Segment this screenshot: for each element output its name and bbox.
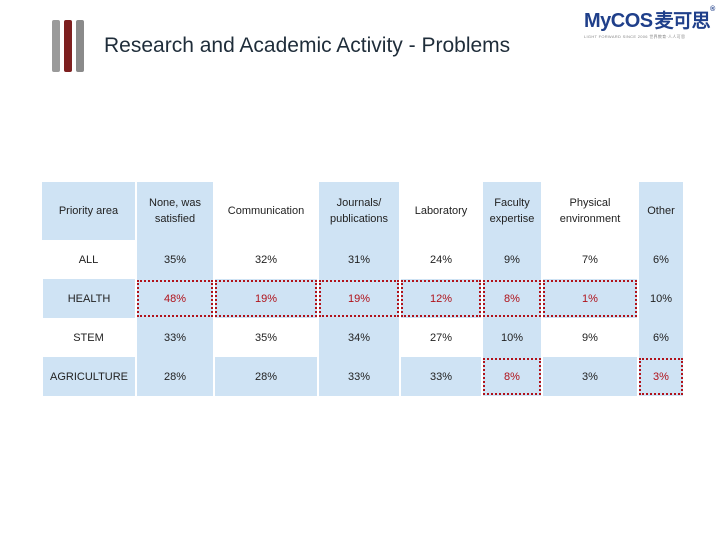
- table-row: ALL 35% 32% 31% 24% 9% 7% 6%: [42, 240, 685, 279]
- table-cell: 6%: [637, 318, 685, 357]
- table-header-row: Priority area None, was satisfied Commun…: [42, 182, 685, 240]
- decorative-bars-icon: [52, 20, 88, 72]
- table-cell: 35%: [135, 240, 215, 279]
- table-cell: 9%: [481, 240, 543, 279]
- table-cell-highlighted: 19%: [213, 279, 319, 318]
- table-row: STEM 33% 35% 34% 27% 10% 9% 6%: [42, 318, 685, 357]
- problems-table: Priority area None, was satisfied Commun…: [41, 182, 685, 396]
- table-cell: 7%: [542, 240, 638, 279]
- table-cell: 3%: [541, 357, 639, 396]
- logo-subtitle: LIGHT FORWARD SINCE 2006 世界教育·人人可思: [584, 34, 686, 39]
- column-header: Faculty expertise: [481, 182, 543, 240]
- table-cell: 28%: [135, 357, 215, 396]
- logo-text: MyCOS: [584, 10, 653, 32]
- column-header: Priority area: [42, 182, 136, 240]
- table-cell: 28%: [213, 357, 319, 396]
- table-cell-highlighted: 8%: [481, 357, 543, 396]
- table-cell-highlighted: 8%: [481, 279, 543, 318]
- table-cell-highlighted: 12%: [399, 279, 483, 318]
- table-cell: 6%: [637, 240, 685, 279]
- logo-registered-mark: ®: [710, 6, 715, 13]
- row-label: STEM: [42, 318, 136, 357]
- table-cell: 32%: [214, 240, 318, 279]
- table-row: AGRICULTURE 28% 28% 33% 33% 8% 3% 3%: [41, 357, 685, 396]
- column-header: Communication: [214, 182, 318, 240]
- table-cell-highlighted: 48%: [135, 279, 215, 318]
- column-header: Journals/ publications: [317, 182, 401, 240]
- column-header: Laboratory: [400, 182, 482, 240]
- column-header: Physical environment: [542, 182, 638, 240]
- table-cell: 10%: [637, 279, 685, 318]
- table-cell-highlighted: 1%: [541, 279, 639, 318]
- table-cell: 9%: [542, 318, 638, 357]
- table-cell: 33%: [399, 357, 483, 396]
- logo-chinese: 麦可思: [654, 11, 711, 32]
- table-cell: 34%: [317, 318, 401, 357]
- row-label: AGRICULTURE: [41, 357, 137, 396]
- table-cell: 33%: [317, 357, 401, 396]
- table-cell-highlighted: 19%: [317, 279, 401, 318]
- row-label: ALL: [42, 240, 136, 279]
- table-cell-highlighted: 3%: [637, 357, 685, 396]
- table-cell: 31%: [317, 240, 401, 279]
- table-cell: 24%: [400, 240, 482, 279]
- column-header: None, was satisfied: [135, 182, 215, 240]
- page-title: Research and Academic Activity - Problem…: [104, 34, 511, 57]
- mycos-logo: MyCOS 麦可思® LIGHT FORWARD SINCE 2006 世界教育·…: [584, 6, 715, 40]
- row-label: HEALTH: [41, 279, 137, 318]
- table-cell: 27%: [400, 318, 482, 357]
- column-header: Other: [637, 182, 685, 240]
- table-cell: 35%: [214, 318, 318, 357]
- table-row: HEALTH 48% 19% 19% 12% 8% 1% 10%: [41, 279, 685, 318]
- table-cell: 10%: [481, 318, 543, 357]
- table-cell: 33%: [135, 318, 215, 357]
